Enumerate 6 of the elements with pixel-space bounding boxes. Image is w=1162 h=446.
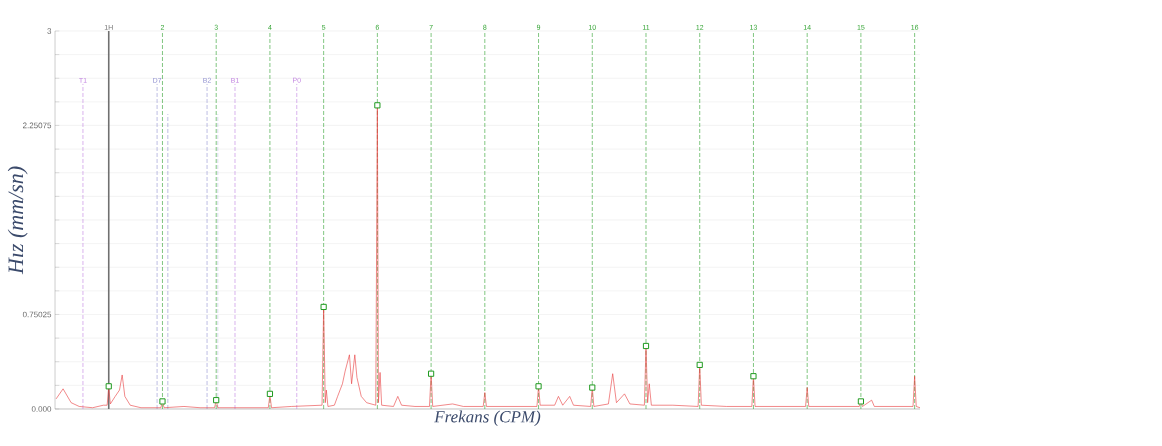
x-axis-title: Frekans (CPM) [434, 410, 541, 426]
y-tick-label: 0.75025 [22, 311, 52, 318]
y-tick-label: 2.25075 [22, 122, 52, 129]
y-tick-label: 3 [47, 28, 52, 34]
y-tick-label: 0.000 [31, 406, 52, 412]
y-axis-title: Hız (mm/sn) [7, 166, 28, 275]
